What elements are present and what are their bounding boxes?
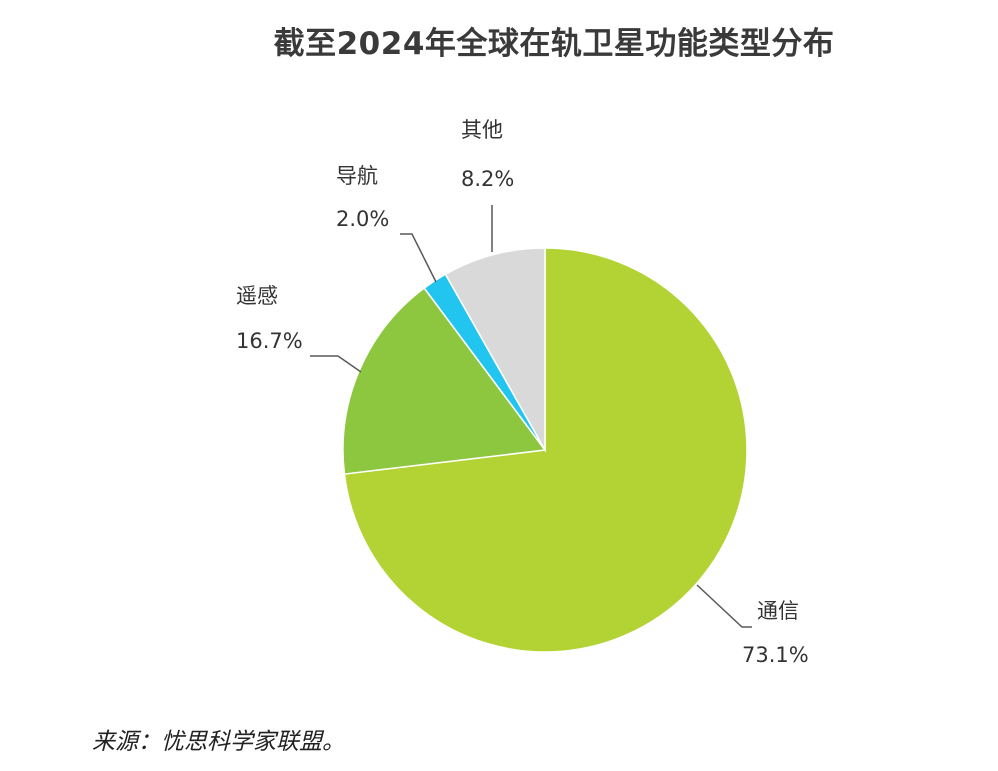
pie-slices <box>342 247 748 653</box>
slice-value-label-0: 73.1% <box>742 643 809 667</box>
leader-line-1 <box>310 355 362 373</box>
slice-value-label-2: 2.0% <box>336 207 389 231</box>
slice-name-label-1: 遥感 <box>236 284 278 308</box>
slice-name-label-3: 其他 <box>461 118 503 142</box>
slice-name-label-2: 导航 <box>336 164 378 188</box>
leader-lines <box>310 205 752 628</box>
slice-name-label-0: 通信 <box>757 599 799 623</box>
leader-line-0 <box>696 584 752 628</box>
chart-title: 截至2024年全球在轨卫星功能类型分布 <box>273 26 835 62</box>
source-note: 来源：忧思科学家联盟。 <box>92 729 345 755</box>
slice-value-label-3: 8.2% <box>461 167 514 191</box>
slice-labels: 通信 73.1% 遥感 16.7% 导航 2.0% 其他 8.2% <box>236 118 809 667</box>
slice-value-label-1: 16.7% <box>236 329 303 353</box>
pie-slice-3 <box>444 247 546 453</box>
leader-line-2 <box>400 233 437 283</box>
